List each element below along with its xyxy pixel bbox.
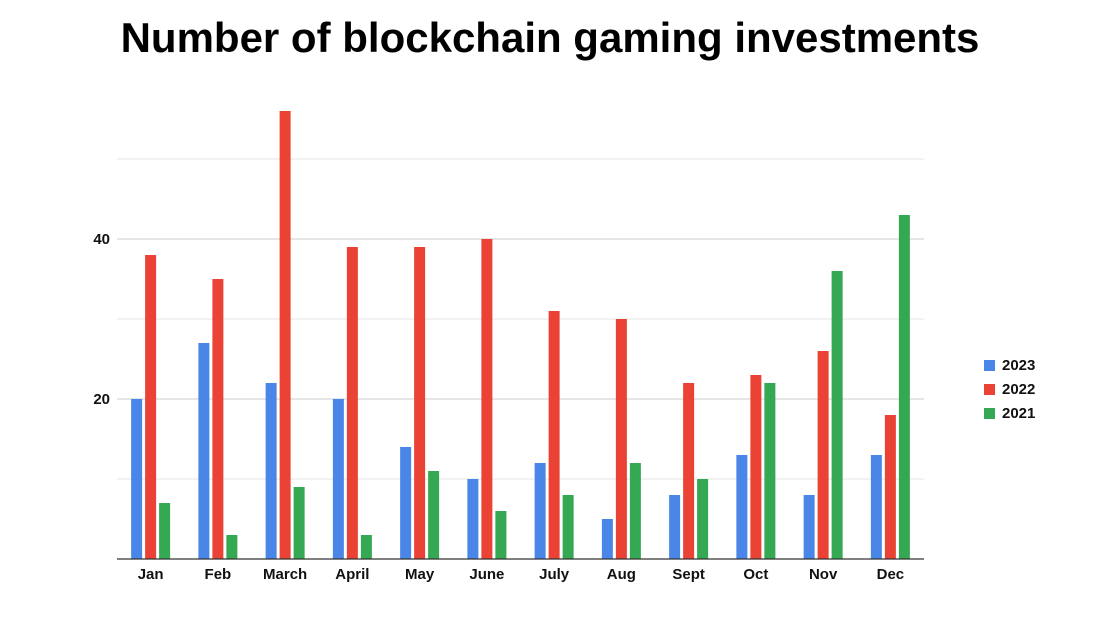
bar-2022-Nov bbox=[817, 351, 829, 559]
bar-2022-April bbox=[346, 247, 358, 559]
bar-2022-Dec bbox=[884, 415, 896, 559]
x-tick-label: Feb bbox=[205, 566, 232, 583]
x-tick-label: Aug bbox=[607, 566, 636, 583]
x-tick-label: Nov bbox=[809, 566, 838, 583]
bar-2021-Oct bbox=[764, 383, 776, 559]
legend-label-2023: 2023 bbox=[1002, 357, 1035, 374]
bar-2021-Jan bbox=[159, 503, 171, 559]
bar-2022-Aug bbox=[615, 319, 627, 559]
x-tick-label: Jan bbox=[138, 566, 164, 583]
x-tick-label: June bbox=[469, 566, 504, 583]
x-tick-label: Sept bbox=[672, 566, 705, 583]
x-tick-label: Dec bbox=[877, 566, 905, 583]
bar-2023-July bbox=[534, 463, 546, 559]
bar-2023-Sept bbox=[669, 495, 681, 559]
y-tick-label: 40 bbox=[93, 231, 110, 248]
legend-label-2022: 2022 bbox=[1002, 381, 1035, 398]
bar-2021-Sept bbox=[697, 479, 709, 559]
bar-2021-March bbox=[293, 487, 305, 559]
bar-2023-Oct bbox=[736, 455, 748, 559]
bar-2022-June bbox=[481, 239, 493, 559]
x-tick-label: July bbox=[539, 566, 570, 583]
bar-2021-Aug bbox=[629, 463, 641, 559]
bar-2023-June bbox=[467, 479, 479, 559]
bar-2022-Oct bbox=[750, 375, 762, 559]
bar-2022-May bbox=[414, 247, 426, 559]
x-tick-labels: Jan Feb March April May June July Aug Sept Oct Nov… bbox=[138, 566, 904, 583]
bar-2023-March bbox=[265, 383, 277, 559]
bars bbox=[131, 111, 910, 559]
bar-2021-April bbox=[360, 535, 372, 559]
bar-2023-May bbox=[400, 447, 412, 559]
x-tick-label: May bbox=[405, 566, 435, 583]
bar-2023-Aug bbox=[601, 519, 613, 559]
bar-2021-Nov bbox=[831, 271, 843, 559]
bar-2022-Feb bbox=[212, 279, 224, 559]
bar-2023-Feb bbox=[198, 343, 210, 559]
bar-2021-Feb bbox=[226, 535, 238, 559]
bar-2022-Jan bbox=[145, 255, 157, 559]
bar-2021-July bbox=[562, 495, 574, 559]
legend-swatch-2023 bbox=[984, 360, 995, 371]
gridlines bbox=[117, 158, 924, 480]
bar-2022-March bbox=[279, 111, 291, 559]
chart-title: Number of blockchain gaming investments bbox=[120, 14, 980, 61]
bar-2023-Nov bbox=[803, 495, 815, 559]
bar-2021-May bbox=[428, 471, 440, 559]
bar-2023-April bbox=[332, 399, 344, 559]
x-tick-label: April bbox=[335, 566, 369, 583]
y-tick-label: 20 bbox=[93, 391, 110, 408]
legend-swatch-2022 bbox=[984, 384, 995, 395]
bar-2023-Jan bbox=[131, 399, 143, 559]
x-tick-label: Oct bbox=[743, 566, 768, 583]
legend-label-2021: 2021 bbox=[1002, 405, 1035, 422]
bar-2023-Dec bbox=[870, 455, 882, 559]
bar-2022-July bbox=[548, 311, 560, 559]
bar-2022-Sept bbox=[683, 383, 695, 559]
bar-2021-Dec bbox=[898, 215, 910, 559]
bar-2021-June bbox=[495, 511, 507, 559]
legend: 2023 2022 2021 bbox=[984, 357, 1035, 422]
x-tick-label: March bbox=[263, 566, 307, 583]
legend-swatch-2021 bbox=[984, 408, 995, 419]
